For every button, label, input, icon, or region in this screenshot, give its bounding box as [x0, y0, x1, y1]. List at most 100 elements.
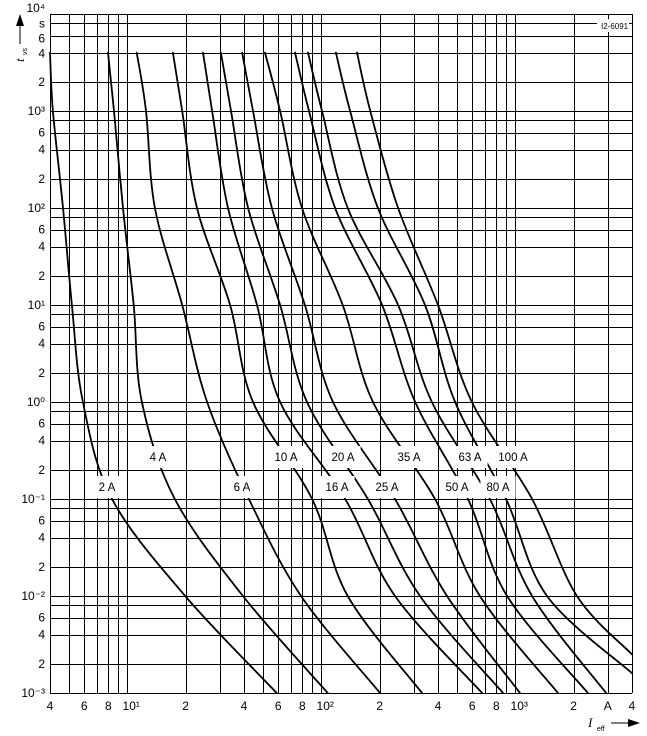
curve-label-text: 63 A [458, 452, 481, 464]
x-axis-subscript: eff [597, 726, 605, 733]
y-axis-arrow-icon [16, 14, 24, 44]
y-tick-labels: 10⁴s64210³64210²64210¹64210⁰64210⁻¹64210… [21, 1, 45, 700]
y-tick-label: 10² [28, 201, 45, 215]
reference-code-bg [597, 19, 629, 32]
x-tick-label: 10² [317, 699, 334, 713]
y-tick-label: 2 [38, 463, 45, 477]
y-tick-label: 4 [38, 628, 45, 642]
x-tick-label: 6 [275, 699, 282, 713]
curve-label-bg [268, 446, 304, 468]
curve-20A [220, 51, 504, 694]
curve-label-text: 16 A [325, 482, 348, 494]
reference-code-text: I2-6091 [601, 22, 629, 31]
curve-label-4A: 4 A [143, 446, 173, 468]
curve-label-bg [439, 476, 475, 498]
x-tick-label: 4 [47, 699, 54, 713]
curve-label-bg [369, 476, 405, 498]
curve-label-2A: 2 A [92, 476, 122, 498]
x-tick-label: 2 [376, 699, 383, 713]
curve-label-bg [92, 476, 122, 498]
curve-6A [135, 51, 381, 694]
curves [49, 51, 633, 694]
y-tick-label: 10⁴ [26, 1, 45, 15]
curve-label-text: 2 A [99, 482, 116, 494]
y-tick-label: 4 [38, 434, 45, 448]
y-tick-label: 2 [38, 657, 45, 671]
y-tick-label: 6 [38, 31, 45, 45]
y-tick-label: 10⁻³ [21, 686, 45, 700]
curve-4A [107, 51, 329, 694]
y-tick-label: 2 [38, 269, 45, 283]
y-tick-label: 2 [38, 560, 45, 574]
y-tick-label: 10³ [28, 104, 45, 118]
curve-label-25A: 25 A [369, 476, 405, 498]
x-axis-title: I eff [587, 715, 605, 733]
curve-label-text: 80 A [486, 482, 509, 494]
curve-label-63A: 63 A [452, 446, 488, 468]
x-tick-label: 6 [469, 699, 476, 713]
y-tick-label: 6 [38, 417, 45, 431]
y-tick-label: 4 [38, 143, 45, 157]
curve-100A [356, 51, 633, 656]
y-tick-label: 2 [38, 75, 45, 89]
y-tick-label: 10⁻¹ [21, 492, 45, 506]
y-axis-title: t vs [12, 48, 29, 63]
x-tick-labels: 4 6 8 10¹ 2 4 6 8 10² 2 4 6 8 10³ 2 A 4 [47, 699, 636, 713]
curve-80A [335, 51, 633, 675]
curve-label-20A: 20 A [325, 446, 361, 468]
x-tick-label: 4 [435, 699, 442, 713]
curve-label-text: 20 A [331, 452, 354, 464]
x-axis-arrow-icon [611, 719, 640, 727]
curve-label-text: 25 A [375, 482, 398, 494]
curve-label-text: 50 A [445, 482, 468, 494]
x-tick-label: A [604, 699, 612, 713]
curve-label-text: 10 A [274, 452, 297, 464]
x-tick-label: 8 [105, 699, 112, 713]
y-tick-label: 6 [38, 223, 45, 237]
curve-label-16A: 16 A [319, 476, 355, 498]
y-tick-label: s [39, 16, 45, 30]
y-tick-label: 4 [38, 531, 45, 545]
curve-label-text: 6 A [234, 482, 251, 494]
y-tick-label: 6 [38, 611, 45, 625]
curve-2A [49, 51, 278, 694]
y-tick-label: 6 [38, 126, 45, 140]
curve-label-text: 35 A [397, 452, 420, 464]
x-tick-label: 4 [241, 699, 248, 713]
curve-label-10A: 10 A [268, 446, 304, 468]
x-tick-label: 6 [81, 699, 88, 713]
curve-label-80A: 80 A [480, 476, 516, 498]
curve-labels: 2 A 4 A 6 A 10 A 16 A 20 A 25 A 35 A 50 A 63 A 80 … [92, 446, 534, 498]
curve-label-bg [492, 446, 534, 468]
reference-code: I2-6091 [597, 19, 629, 32]
curve-35A [264, 51, 559, 694]
curve-label-50A: 50 A [439, 476, 475, 498]
curve-63A [307, 51, 607, 694]
curve-label-bg [325, 446, 361, 468]
curve-16A [202, 51, 483, 694]
y-axis-symbol: t [12, 58, 27, 62]
gridlines [49, 13, 634, 695]
curve-label-bg [319, 476, 355, 498]
curve-label-text: 4 A [150, 452, 167, 464]
curve-10A [172, 51, 423, 694]
y-tick-label: 4 [38, 46, 45, 60]
curve-25A [241, 51, 521, 694]
y-tick-label: 4 [38, 240, 45, 254]
curve-label-bg [143, 446, 173, 468]
y-axis-subscript: vs [22, 48, 29, 56]
curve-label-35A: 35 A [391, 446, 427, 468]
curve-label-bg [452, 446, 488, 468]
x-axis-symbol: I [587, 715, 593, 730]
x-tick-label: 8 [299, 699, 306, 713]
y-tick-label: 2 [38, 172, 45, 186]
x-tick-label: 8 [493, 699, 500, 713]
curve-label-6A: 6 A [227, 476, 257, 498]
curve-50A [294, 51, 589, 694]
y-tick-label: 6 [38, 320, 45, 334]
y-tick-label: 10⁻² [21, 589, 45, 603]
x-tick-label: 2 [182, 699, 189, 713]
x-tick-label: 10¹ [123, 699, 140, 713]
y-tick-label: 10¹ [28, 298, 45, 312]
